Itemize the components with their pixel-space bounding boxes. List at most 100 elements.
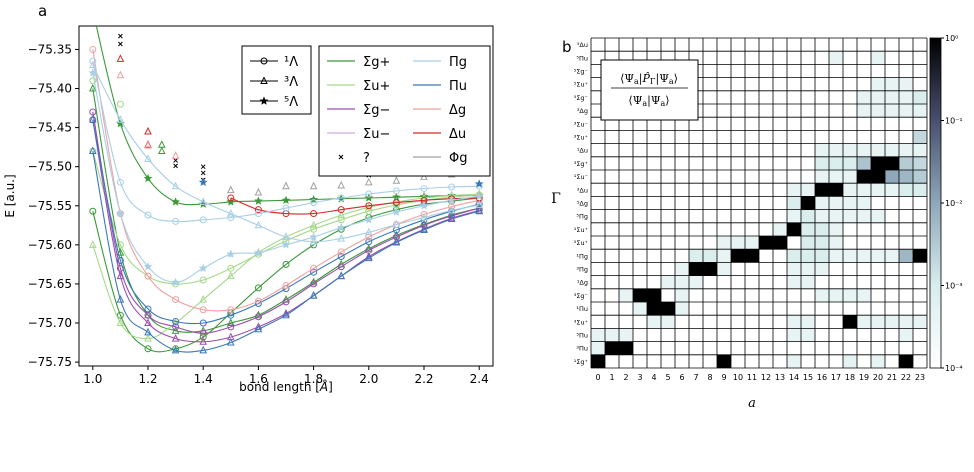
scatter-point xyxy=(200,164,206,170)
data-point xyxy=(88,68,98,77)
x-tick-label: 1.4 xyxy=(194,372,213,386)
data-point xyxy=(143,173,153,183)
data-point xyxy=(227,311,235,319)
legend-marker xyxy=(260,76,268,84)
heatmap-cell xyxy=(899,90,913,104)
panel-letter-b: b xyxy=(562,38,572,56)
data-point xyxy=(309,237,318,245)
heatmap-cell xyxy=(857,196,871,210)
data-point xyxy=(116,178,124,186)
colorbar-tick-label: 10⁰ xyxy=(945,34,958,43)
x-tick-label: 2.0 xyxy=(359,372,378,386)
heatmap-cell xyxy=(871,170,885,184)
heatmap-cell xyxy=(843,288,857,302)
data-point xyxy=(227,194,235,202)
data-point xyxy=(227,323,235,331)
data-point xyxy=(199,345,208,354)
series-line xyxy=(92,119,480,343)
heatmap-cell xyxy=(829,143,843,157)
data-point xyxy=(254,196,263,205)
data-point xyxy=(309,232,318,241)
heatmap-cell xyxy=(843,354,857,368)
data-point xyxy=(88,240,97,248)
data-point xyxy=(365,238,373,246)
data-point xyxy=(364,227,373,236)
heatmap-cell xyxy=(857,170,871,184)
heatmap-cell xyxy=(899,104,913,118)
x-tick-label: 2.4 xyxy=(470,372,489,386)
heatmap-x-tick-label: 3 xyxy=(637,373,642,382)
y-tick-label: −75.40 xyxy=(28,82,72,96)
heatmap-x-tick-label: 8 xyxy=(707,373,712,382)
data-point xyxy=(337,216,345,224)
heatmap-cell xyxy=(591,328,605,342)
data-point xyxy=(282,204,290,212)
scatter-point xyxy=(118,41,123,47)
heatmap-x-tick-label: 2 xyxy=(623,373,628,382)
data-point xyxy=(365,207,373,215)
scatter-point xyxy=(116,70,125,79)
scatter-point xyxy=(474,179,484,188)
data-point xyxy=(309,277,318,286)
heatmap-y-tick-label: ¹Πu xyxy=(576,305,588,313)
heatmap-cell xyxy=(843,156,857,170)
x-tick-label: 1.8 xyxy=(304,372,323,386)
heatmap-cell xyxy=(633,288,647,302)
data-point xyxy=(309,291,318,299)
y-axis-label: E [a.u.] xyxy=(3,174,17,217)
heatmap-cell xyxy=(871,183,885,197)
legend-entry: ³Λ xyxy=(284,75,298,90)
heatmap-cell xyxy=(703,262,717,276)
heatmap-cell xyxy=(787,209,801,223)
series-line xyxy=(92,64,480,243)
data-point xyxy=(89,108,97,116)
data-point xyxy=(392,237,401,246)
heatmap-cell xyxy=(689,262,703,276)
heatmap-cell xyxy=(871,143,885,157)
heatmap-cell xyxy=(913,90,927,104)
heatmap-cell xyxy=(843,249,857,263)
data-point xyxy=(89,45,97,53)
heatmap-cell xyxy=(647,288,661,302)
heatmap-x-tick-label: 20 xyxy=(873,373,883,382)
data-point xyxy=(337,206,345,214)
heatmap-y-tick-label: ⁵Σu⁺ xyxy=(574,239,588,247)
colorbar: 10⁰ 10⁻¹ 10⁻² 10⁻³ 10⁻⁴ xyxy=(929,34,963,373)
heatmap-cell xyxy=(885,90,899,104)
data-point xyxy=(254,206,262,214)
heatmap-cell xyxy=(829,196,843,210)
data-point xyxy=(310,199,318,207)
legend-marker xyxy=(259,96,269,105)
data-point xyxy=(448,183,456,191)
colorbar-tick-label: 10⁻¹ xyxy=(945,117,963,126)
heatmap-x-tick-label: 15 xyxy=(803,373,813,382)
heatmap-cell xyxy=(815,183,829,197)
data-point xyxy=(420,225,428,233)
scatter-point xyxy=(144,140,152,149)
data-point xyxy=(420,212,428,221)
x-axis-label: bond length [Å] xyxy=(239,379,333,394)
heatmap-y-tick-label: ³Σu⁺ xyxy=(574,318,588,326)
data-point xyxy=(364,253,373,262)
data-point xyxy=(282,232,290,241)
heatmap-cell xyxy=(829,222,843,236)
legend-entry: Δu xyxy=(449,127,466,142)
heatmap-cell xyxy=(843,143,857,157)
data-point xyxy=(420,185,428,193)
y-tick-label: −75.60 xyxy=(28,238,72,252)
heatmap-cell xyxy=(857,143,871,157)
data-point xyxy=(116,271,125,280)
data-point xyxy=(309,220,318,229)
data-point xyxy=(281,195,291,205)
heatmap-y-tick-label: ³Σu⁺ xyxy=(574,134,588,142)
colorbar-tick-label: 10⁻² xyxy=(945,199,963,208)
heatmap-cell xyxy=(815,209,829,223)
data-point xyxy=(88,146,97,155)
heatmap-cell xyxy=(857,249,871,263)
data-point xyxy=(281,240,291,249)
heatmap-x-tick-label: 17 xyxy=(831,373,841,382)
data-point xyxy=(227,264,235,272)
data-point xyxy=(364,244,373,252)
data-point xyxy=(172,323,180,331)
heatmap-cell xyxy=(899,354,913,368)
